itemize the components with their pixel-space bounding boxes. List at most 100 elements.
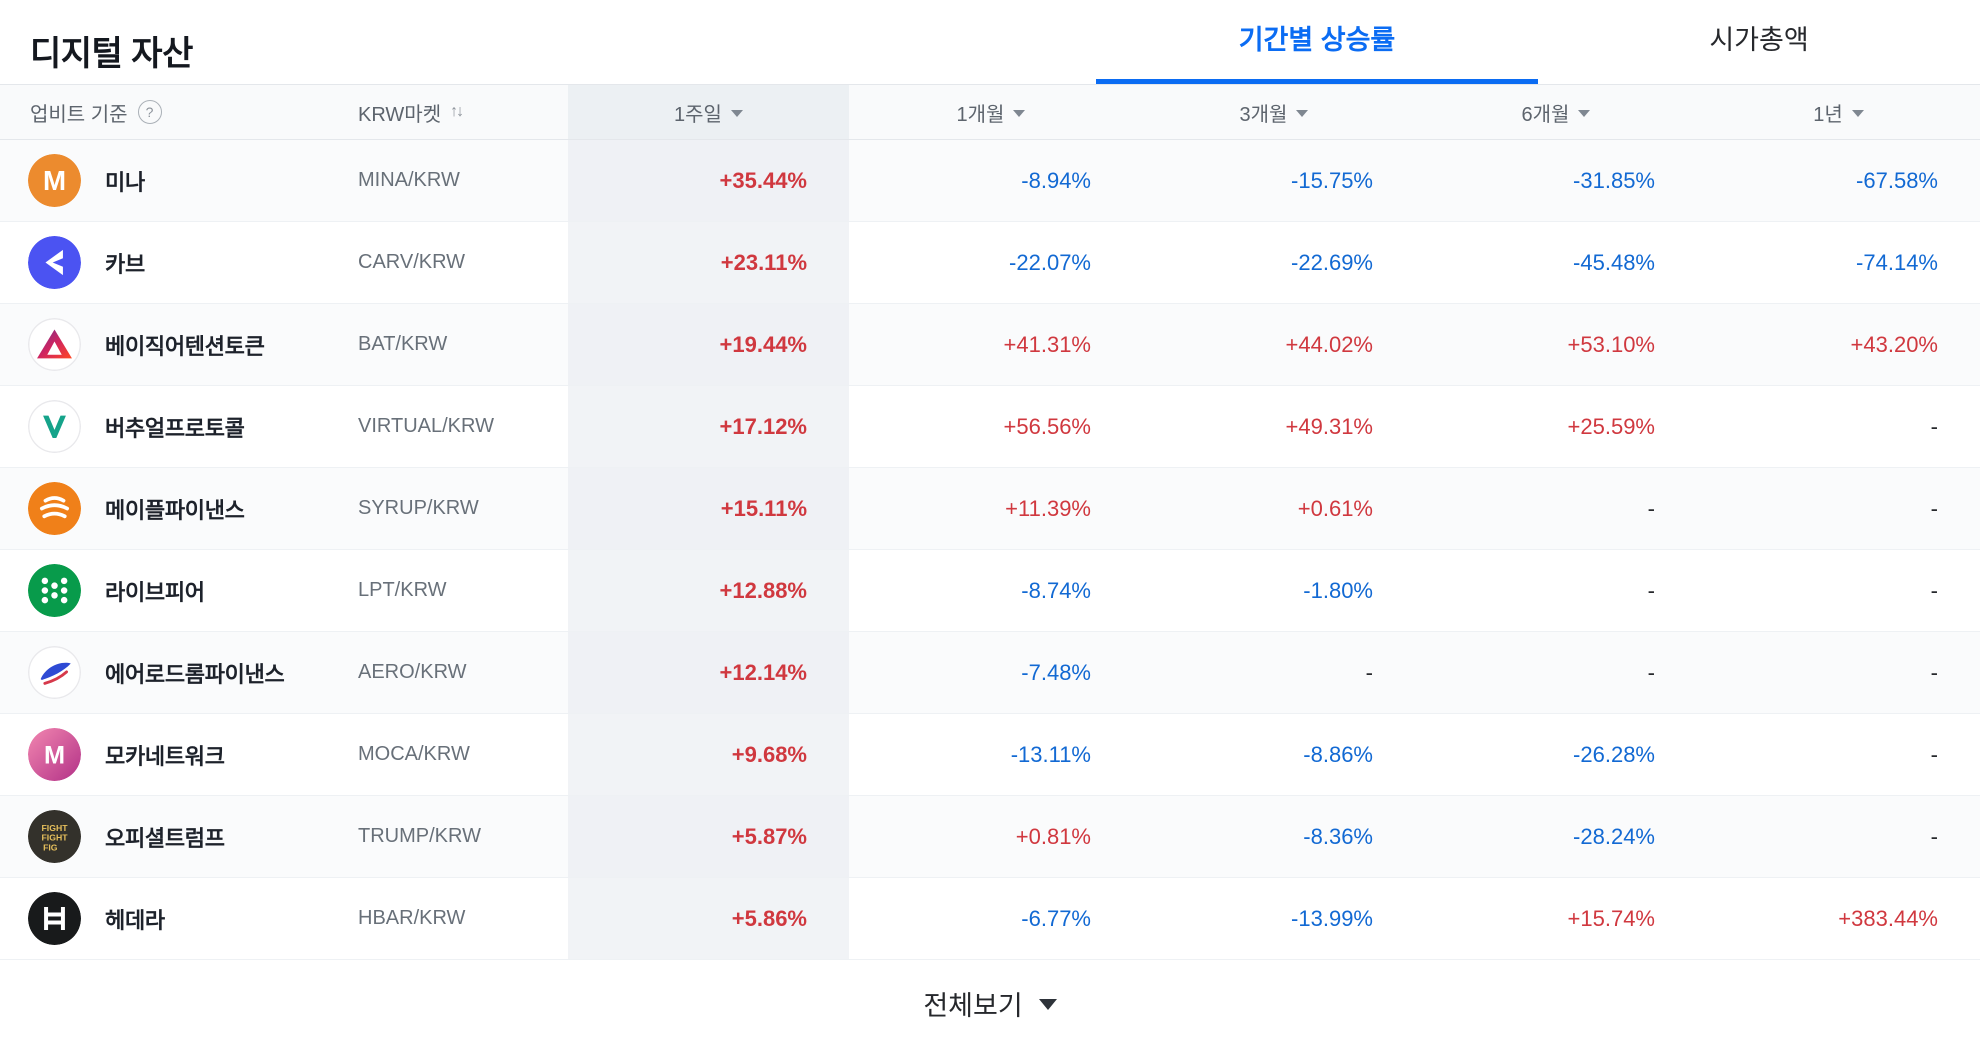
tab-bar: 기간별 상승률 시가총액 <box>1096 6 1980 84</box>
change-3month: -8.86% <box>1303 741 1373 767</box>
hbar-icon <box>28 892 81 945</box>
asset-name-cell: 라이브피어 <box>0 550 358 631</box>
change-3month: +44.02% <box>1285 331 1373 357</box>
topbar: 디지털 자산 기간별 상승률 시가총액 <box>0 0 1980 84</box>
market-code-cell: HBAR/KRW <box>358 878 568 959</box>
coin-name: 에어로드롬파이낸스 <box>105 661 285 687</box>
asset-table-body: M 미나 MINA/KRW +35.44% -8.94% -15.75% -31… <box>0 140 1980 960</box>
change-1year: -67.58% <box>1856 167 1938 193</box>
column-header-1year[interactable]: 1년 <box>1697 85 1980 139</box>
svg-text:M: M <box>43 165 66 196</box>
change-3month: +49.31% <box>1285 413 1373 439</box>
change-1month: -7.48% <box>1021 659 1091 685</box>
change-1week: +5.86% <box>568 878 849 959</box>
change-1month: +11.39% <box>1005 495 1091 521</box>
period-label-1week: 1주일 <box>674 103 722 126</box>
svg-text:FIGHT: FIGHT <box>42 823 69 833</box>
change-3month: -15.75% <box>1291 167 1373 193</box>
change-6month: -28.24% <box>1573 823 1655 849</box>
coin-code: LPT/KRW <box>358 579 447 601</box>
change-3month: -13.99% <box>1291 905 1373 931</box>
change-1year: +43.20% <box>1850 331 1938 357</box>
market-code-cell: BAT/KRW <box>358 304 568 385</box>
column-header-basis: 업비트 기준 <box>0 85 358 139</box>
change-3month: -8.36% <box>1303 823 1373 849</box>
tab-period-return[interactable]: 기간별 상승률 <box>1096 6 1538 84</box>
market-code-cell: AERO/KRW <box>358 632 568 713</box>
market-code-cell: MOCA/KRW <box>358 714 568 795</box>
change-1year: - <box>1930 823 1938 849</box>
asset-name-cell: 헤데라 <box>0 878 358 959</box>
column-header-6month[interactable]: 6개월 <box>1415 85 1697 139</box>
change-1year: - <box>1930 413 1938 439</box>
period-label-3month: 3개월 <box>1239 103 1288 126</box>
table-row[interactable]: 버추얼프로토콜 VIRTUAL/KRW +17.12% +56.56% +49.… <box>0 386 1980 468</box>
table-row[interactable]: 메이플파이낸스 SYRUP/KRW +15.11% +11.39% +0.61%… <box>0 468 1980 550</box>
market-code-cell: LPT/KRW <box>358 550 568 631</box>
table-row[interactable]: M 미나 MINA/KRW +35.44% -8.94% -15.75% -31… <box>0 140 1980 222</box>
carv-icon <box>28 236 81 289</box>
sort-caret-icon <box>1578 110 1591 117</box>
coin-name: 라이브피어 <box>105 579 205 605</box>
period-label-6month: 6개월 <box>1521 103 1570 126</box>
table-header: 업비트 기준 KRW마켓 1주일 1개월 3개월 6개월 1년 <box>0 84 1980 140</box>
coin-name: 메이플파이낸스 <box>105 497 245 523</box>
change-1year: - <box>1930 659 1938 685</box>
asset-name-cell: 메이플파이낸스 <box>0 468 358 549</box>
coin-code: SYRUP/KRW <box>358 497 479 519</box>
table-row[interactable]: 에어로드롬파이낸스 AERO/KRW +12.14% -7.48% - - - <box>0 632 1980 714</box>
market-code-cell: MINA/KRW <box>358 140 568 221</box>
coin-code: HBAR/KRW <box>358 907 466 929</box>
asset-name-cell: 카브 <box>0 222 358 303</box>
change-1month: +41.31% <box>1003 331 1091 357</box>
change-1month: -22.07% <box>1009 249 1091 275</box>
table-row[interactable]: 베이직어텐션토큰 BAT/KRW +19.44% +41.31% +44.02%… <box>0 304 1980 386</box>
bat-icon <box>28 318 81 371</box>
coin-code: AERO/KRW <box>358 661 467 683</box>
table-row[interactable]: M 모카네트워크 MOCA/KRW +9.68% -13.11% -8.86% … <box>0 714 1980 796</box>
column-header-1month[interactable]: 1개월 <box>849 85 1133 139</box>
help-icon[interactable] <box>137 100 162 124</box>
coin-code: CARV/KRW <box>358 251 466 273</box>
change-1week: +35.44% <box>568 140 849 221</box>
change-1week: +15.11% <box>568 468 849 549</box>
change-6month: +15.74% <box>1567 905 1655 931</box>
change-1year: - <box>1930 577 1938 603</box>
coin-name: 미나 <box>105 169 145 195</box>
change-6month: -45.48% <box>1573 249 1655 275</box>
basis-label: 업비트 기준 <box>30 103 128 126</box>
table-row[interactable]: 헤데라 HBAR/KRW +5.86% -6.77% -13.99% +15.7… <box>0 878 1980 960</box>
mina-icon: M <box>28 154 81 207</box>
change-6month: +25.59% <box>1567 413 1655 439</box>
tab-market-cap[interactable]: 시가총액 <box>1709 25 1809 55</box>
table-row[interactable]: FIGHT FIGHT FIG 오피셜트럼프 TRUMP/KRW +5.87% +0… <box>0 796 1980 878</box>
asset-name-cell: 베이직어텐션토큰 <box>0 304 358 385</box>
coin-name: 헤데라 <box>105 907 165 933</box>
change-1month: +56.56% <box>1003 413 1091 439</box>
view-all-button[interactable]: 전체보기 <box>0 960 1980 1046</box>
change-1year: - <box>1930 741 1938 767</box>
table-row[interactable]: 카브 CARV/KRW +23.11% -22.07% -22.69% -45.… <box>0 222 1980 304</box>
change-3month: +0.61% <box>1297 495 1373 521</box>
coin-name: 베이직어텐션토큰 <box>105 333 265 359</box>
change-1week: +12.14% <box>568 632 849 713</box>
sort-caret-icon <box>730 110 743 117</box>
column-header-1week[interactable]: 1주일 <box>568 85 849 139</box>
market-code-cell: SYRUP/KRW <box>358 468 568 549</box>
table-row[interactable]: 라이브피어 LPT/KRW +12.88% -8.74% -1.80% - - <box>0 550 1980 632</box>
view-all-label: 전체보기 <box>923 990 1023 1021</box>
livepeer-icon <box>28 564 81 617</box>
sort-caret-icon <box>1296 110 1309 117</box>
moca-icon: M <box>28 728 81 781</box>
period-label-1month: 1개월 <box>956 103 1005 126</box>
change-1month: -13.11% <box>1010 741 1091 767</box>
sort-swap-icon <box>450 103 462 121</box>
column-header-market[interactable]: KRW마켓 <box>358 85 568 139</box>
asset-name-cell: FIGHT FIGHT FIG 오피셜트럼프 <box>0 796 358 877</box>
aero-icon <box>28 646 81 699</box>
change-6month: - <box>1647 495 1655 521</box>
change-3month: -22.69% <box>1291 249 1373 275</box>
change-1week: +5.87% <box>568 796 849 877</box>
column-header-3month[interactable]: 3개월 <box>1133 85 1415 139</box>
